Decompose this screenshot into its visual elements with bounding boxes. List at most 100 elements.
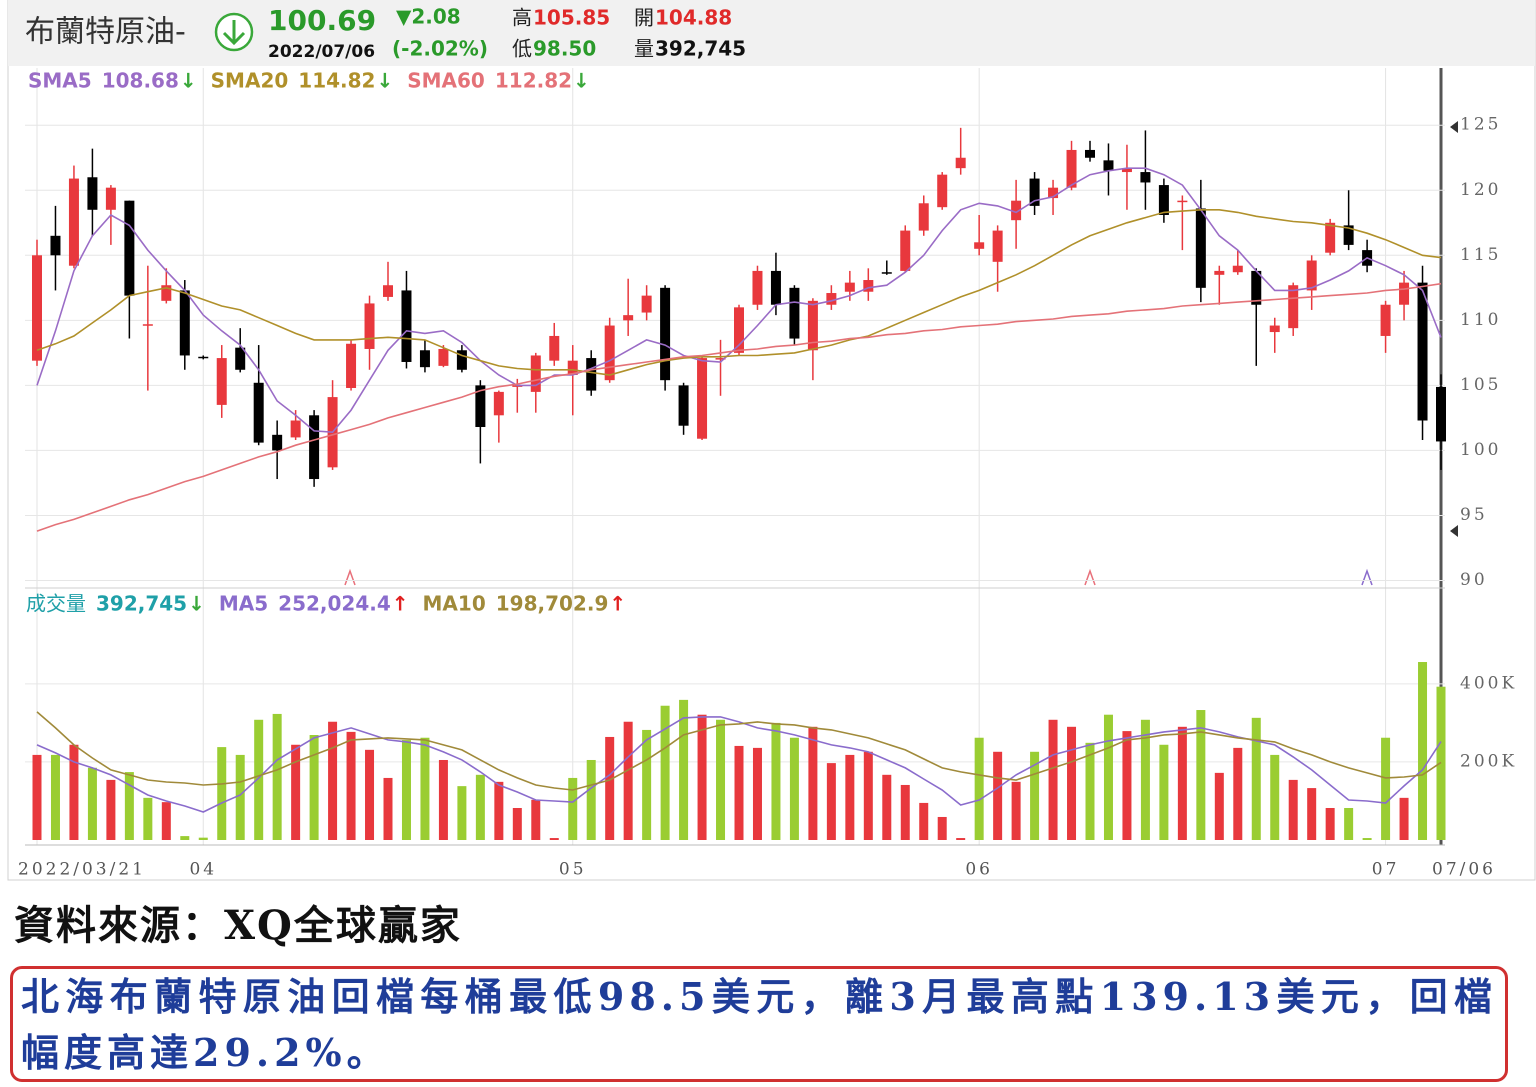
legend-name: MA5 xyxy=(219,592,268,616)
candle-body xyxy=(863,280,874,292)
volume-bar xyxy=(217,747,227,840)
legend-trend: ↓ xyxy=(188,592,205,616)
note-box: 北海布蘭特原油回檔每桶最低98.5美元，離3月最高點139.13美元，回檔幅度高… xyxy=(10,966,1508,1082)
volume-bar xyxy=(789,737,799,840)
y-tick-label: 200K xyxy=(1460,751,1517,771)
candle-body xyxy=(900,230,911,271)
candle-body xyxy=(807,300,818,351)
candle-body xyxy=(1195,208,1206,288)
candle-body xyxy=(1399,282,1410,305)
volume-bar xyxy=(679,699,689,840)
volume-bar xyxy=(623,721,633,840)
volume-bar xyxy=(180,836,190,840)
legend-value: 252,024.4 xyxy=(278,592,391,616)
volume-bar xyxy=(346,731,356,840)
volume-bar xyxy=(1381,737,1391,840)
candle-body xyxy=(992,230,1003,262)
volume-bar xyxy=(1214,772,1224,840)
candle-body xyxy=(1158,185,1169,215)
candle-body xyxy=(918,203,929,231)
volume-bar xyxy=(1270,754,1280,840)
candle-body xyxy=(216,358,227,405)
day-low: 98.50 xyxy=(533,37,596,61)
candle-body xyxy=(530,355,541,392)
volume-bar xyxy=(1251,717,1261,840)
volume-bar xyxy=(106,779,116,840)
volume-bar xyxy=(1418,662,1428,840)
candle-body xyxy=(1214,270,1225,275)
volume-bar xyxy=(1362,838,1372,840)
legend-trend: ↑ xyxy=(609,592,626,616)
volume-bar xyxy=(32,754,42,840)
volume-bar xyxy=(328,721,338,840)
candle-body xyxy=(1085,149,1095,158)
volume-bar xyxy=(1325,807,1335,840)
volume-bar xyxy=(1085,742,1095,840)
candle-body xyxy=(1417,282,1428,421)
candle-body xyxy=(475,385,486,428)
candle-body xyxy=(844,282,855,292)
volume-bar xyxy=(235,754,245,840)
candle-body xyxy=(604,325,615,381)
volume-bar xyxy=(365,749,375,840)
volume-bar xyxy=(845,754,855,840)
x-tick-label: 2022/03/21 xyxy=(18,860,146,880)
volume-bar xyxy=(1067,726,1077,840)
instrument-name: 布蘭特原油- xyxy=(25,15,186,50)
volume-bar xyxy=(1122,731,1132,840)
volume-bar xyxy=(1103,714,1113,840)
volume-bar xyxy=(50,754,60,840)
source-text: 資料來源：XQ全球贏家 xyxy=(14,902,462,949)
candle-body xyxy=(32,255,42,361)
ma-line xyxy=(36,167,1442,434)
last-price: 100.69 xyxy=(268,4,376,37)
volume-bar xyxy=(475,774,485,840)
x-tick-label: 05 xyxy=(559,860,587,880)
volume-bar xyxy=(642,729,652,840)
volume-bar xyxy=(143,797,153,840)
candle-body xyxy=(50,235,61,256)
ma-line xyxy=(36,209,1442,376)
candle-body xyxy=(974,242,985,249)
volume-bar xyxy=(808,726,818,840)
y-tick-label: 90 xyxy=(1460,570,1488,590)
candle-body xyxy=(419,350,430,368)
volume-bar xyxy=(494,781,504,840)
candle-body xyxy=(179,290,190,356)
volume-bar xyxy=(254,719,264,840)
volume-bar xyxy=(161,802,171,840)
chart: 布蘭特原油- 100.69 2022/07/06 ▼2.08 (-2.02%) … xyxy=(7,0,1536,881)
ma-line xyxy=(36,716,1442,813)
volume-bar xyxy=(605,736,615,840)
candle-body xyxy=(346,343,357,388)
header-bar xyxy=(8,0,1535,66)
candle-body xyxy=(1436,386,1446,442)
y-tick-label: 120 xyxy=(1460,180,1501,200)
candle-body xyxy=(198,356,209,359)
candle-body xyxy=(1121,168,1132,173)
volume-bar xyxy=(1177,726,1187,840)
y-tick-label: 125 xyxy=(1460,115,1501,135)
candle-body xyxy=(68,178,79,266)
legend-name: SMA5 xyxy=(28,69,92,93)
volume-bar xyxy=(900,784,910,840)
candle-body xyxy=(678,385,689,426)
x-tick-label: 06 xyxy=(965,860,993,880)
legend-name: MA10 xyxy=(423,592,486,616)
candle-body xyxy=(1140,172,1151,183)
candle-body xyxy=(456,350,467,370)
x-tick-label: 07 xyxy=(1372,860,1400,880)
volume-bar xyxy=(1233,747,1243,840)
volume-bar xyxy=(401,740,411,840)
day-open-label: 開 xyxy=(634,6,654,30)
volume-bar xyxy=(272,713,282,840)
legend-name: 成交量 xyxy=(26,592,86,616)
volume-bar xyxy=(568,777,578,840)
candle-body xyxy=(623,315,634,321)
candle-body xyxy=(235,347,246,370)
candle-body xyxy=(1343,225,1354,245)
candle-body xyxy=(1306,260,1317,291)
candle-body xyxy=(660,287,671,381)
volume-bar xyxy=(198,837,208,840)
candle-body xyxy=(881,272,892,274)
